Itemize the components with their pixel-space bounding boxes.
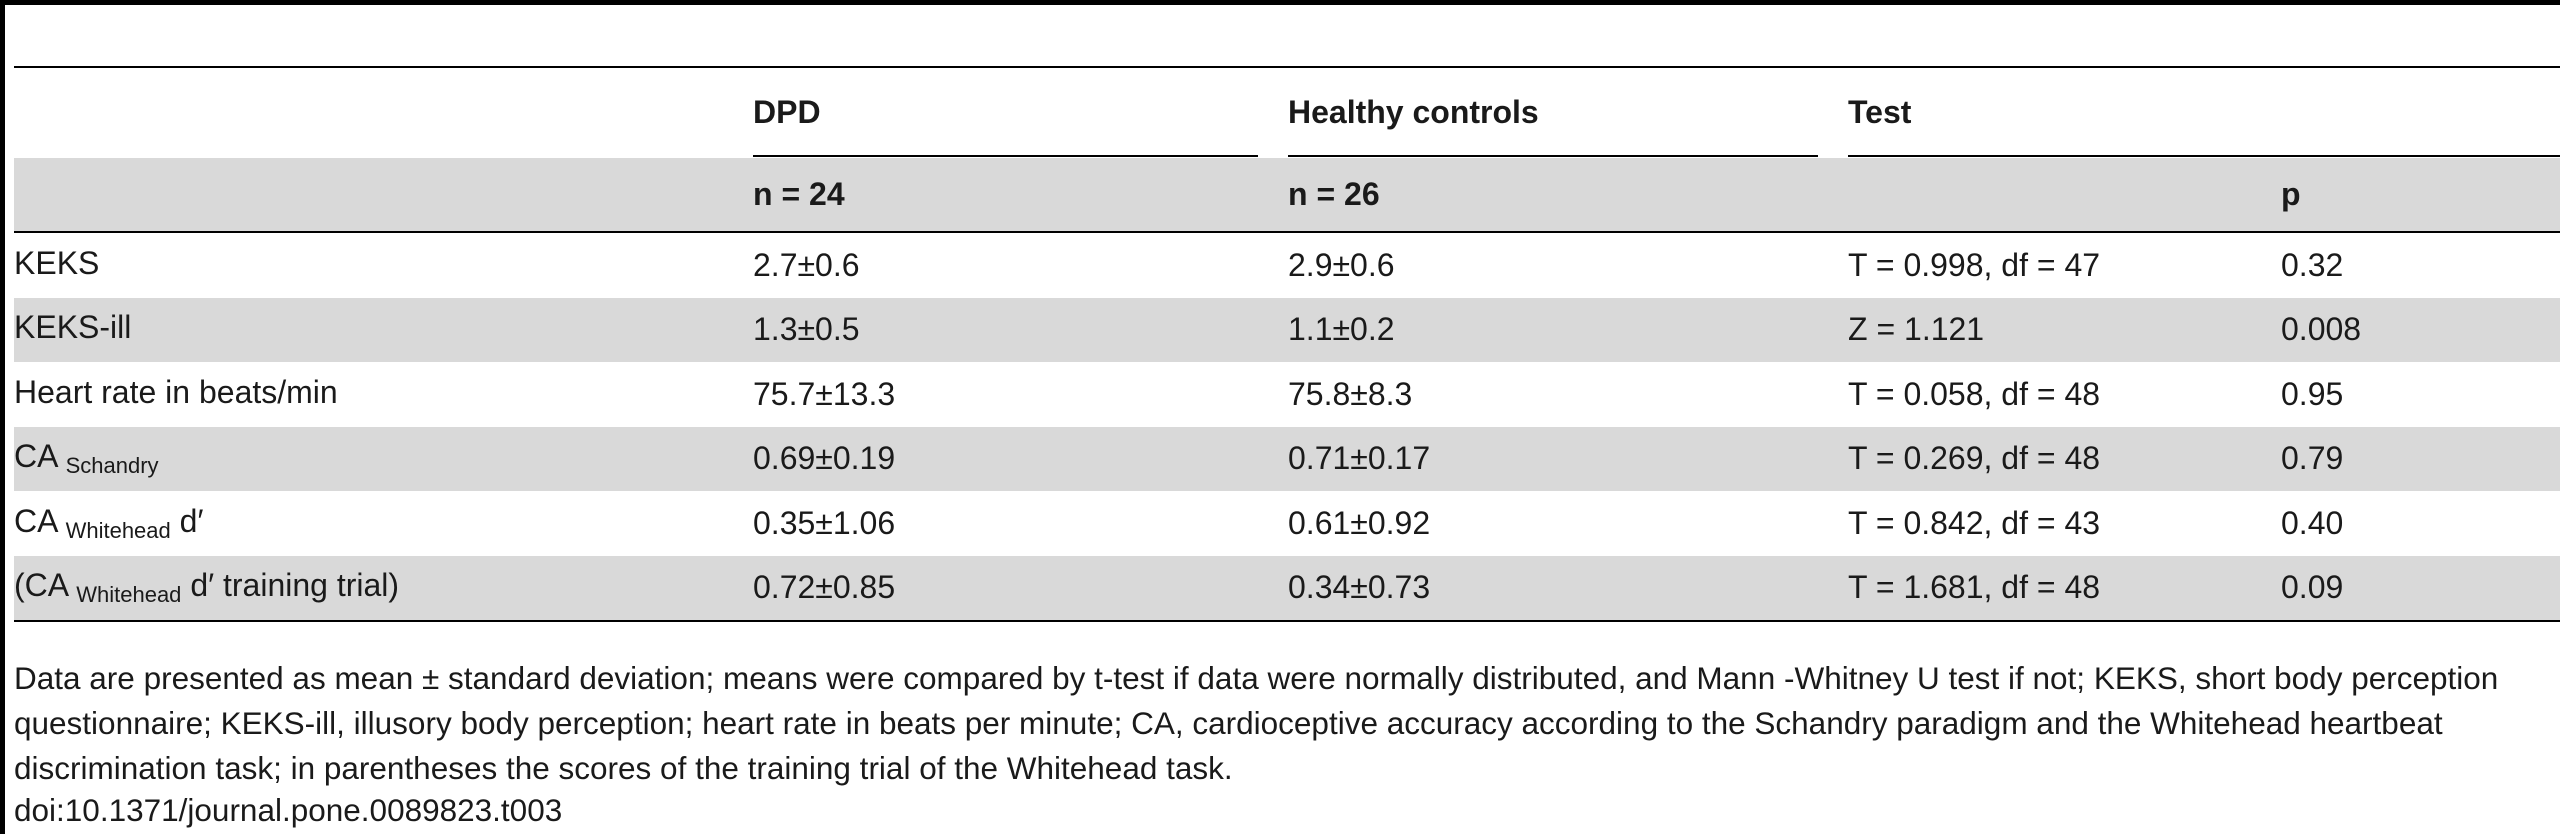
row-label: Heart rate in beats/min xyxy=(14,373,338,410)
table-footnote: Data are presented as mean ± standard de… xyxy=(14,660,2499,786)
cell-dpd: 0.69±0.19 xyxy=(753,426,1288,491)
table-row: KEKS 2.7±0.6 2.9±0.6 T = 0.998, df = 47 … xyxy=(14,232,2560,298)
table-row: (CA Whitehead d′ training trial) 0.72±0.… xyxy=(14,555,2560,622)
header-n-dpd: n = 24 xyxy=(753,176,845,212)
header-n-controls: n = 26 xyxy=(1288,176,1380,212)
cell-test: T = 0.058, df = 48 xyxy=(1848,375,2101,412)
cell-controls: 0.71±0.17 xyxy=(1288,426,1848,491)
table-row: KEKS-ill 1.3±0.5 1.1±0.2 Z = 1.121 0.008 xyxy=(14,297,2560,362)
cell-dpd: 0.35±1.06 xyxy=(753,504,896,541)
cell-controls: 2.9±0.6 xyxy=(1288,246,1395,283)
header-p: p xyxy=(2281,176,2301,212)
row-label: CA Whitehead d′ xyxy=(14,502,204,543)
header-row-groups: DPD Healthy controls Test xyxy=(14,66,2560,158)
cell-test: T = 0.842, df = 43 xyxy=(1848,504,2101,541)
row-label: KEKS-ill xyxy=(14,297,753,362)
header-healthy-controls: Healthy controls xyxy=(1288,69,1818,157)
data-table: DPD Healthy controls Test n = 24 n = 26 … xyxy=(14,66,2560,622)
table-row: Heart rate in beats/min 75.7±13.3 75.8±8… xyxy=(14,362,2560,427)
header-row-n: n = 24 n = 26 p xyxy=(14,158,2560,233)
top-border-rule xyxy=(0,0,2560,5)
cell-dpd: 0.72±0.85 xyxy=(753,555,1288,622)
cell-test: T = 0.998, df = 47 xyxy=(1848,246,2101,283)
cell-controls: 0.34±0.73 xyxy=(1288,555,1848,622)
cell-dpd: 2.7±0.6 xyxy=(753,246,860,283)
cell-p: 0.09 xyxy=(2281,555,2560,622)
cell-test: Z = 1.121 xyxy=(1848,297,2281,362)
cell-p: 0.79 xyxy=(2281,426,2560,491)
doi-link[interactable]: doi:10.1371/journal.pone.0089823.t003 xyxy=(14,792,563,828)
header-dpd: DPD xyxy=(753,69,1258,157)
cell-dpd: 1.3±0.5 xyxy=(753,297,1288,362)
header-empty-cell xyxy=(14,66,753,158)
header-test: Test xyxy=(1848,69,2560,157)
cell-p: 0.95 xyxy=(2281,375,2344,412)
cell-p: 0.008 xyxy=(2281,297,2560,362)
cell-p: 0.32 xyxy=(2281,246,2344,283)
cell-test: T = 0.269, df = 48 xyxy=(1848,426,2281,491)
table-row: CA Schandry 0.69±0.19 0.71±0.17 T = 0.26… xyxy=(14,426,2560,491)
cell-controls: 1.1±0.2 xyxy=(1288,297,1848,362)
row-label: CA Schandry xyxy=(14,426,753,491)
cell-test: T = 1.681, df = 48 xyxy=(1848,555,2281,622)
left-border-rule xyxy=(0,0,5,834)
cell-controls: 75.8±8.3 xyxy=(1288,375,1413,412)
table-row: CA Whitehead d′ 0.35±1.06 0.61±0.92 T = … xyxy=(14,491,2560,556)
cell-controls: 0.61±0.92 xyxy=(1288,504,1431,541)
cell-p: 0.40 xyxy=(2281,504,2344,541)
row-label: KEKS xyxy=(14,244,100,281)
cell-dpd: 75.7±13.3 xyxy=(753,375,896,412)
row-label: (CA Whitehead d′ training trial) xyxy=(14,555,753,622)
